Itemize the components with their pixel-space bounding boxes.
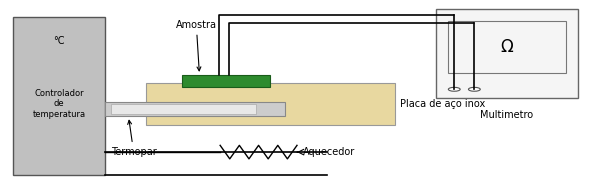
- FancyBboxPatch shape: [436, 9, 578, 98]
- FancyBboxPatch shape: [105, 102, 285, 116]
- Text: Amostra: Amostra: [176, 20, 217, 71]
- FancyBboxPatch shape: [110, 104, 255, 114]
- FancyBboxPatch shape: [182, 75, 270, 87]
- Text: Aquecedor: Aquecedor: [303, 147, 355, 157]
- Text: Termopar: Termopar: [110, 120, 156, 157]
- Text: °C: °C: [53, 36, 65, 46]
- FancyBboxPatch shape: [146, 83, 394, 125]
- Circle shape: [448, 87, 460, 91]
- Circle shape: [469, 87, 481, 91]
- FancyBboxPatch shape: [448, 21, 566, 73]
- Text: Multimetro: Multimetro: [481, 110, 533, 120]
- Text: Controlador
de
temperatura: Controlador de temperatura: [33, 89, 86, 119]
- Text: Placa de aço inox: Placa de aço inox: [400, 99, 486, 109]
- FancyBboxPatch shape: [13, 17, 105, 175]
- Text: Ω: Ω: [501, 38, 513, 56]
